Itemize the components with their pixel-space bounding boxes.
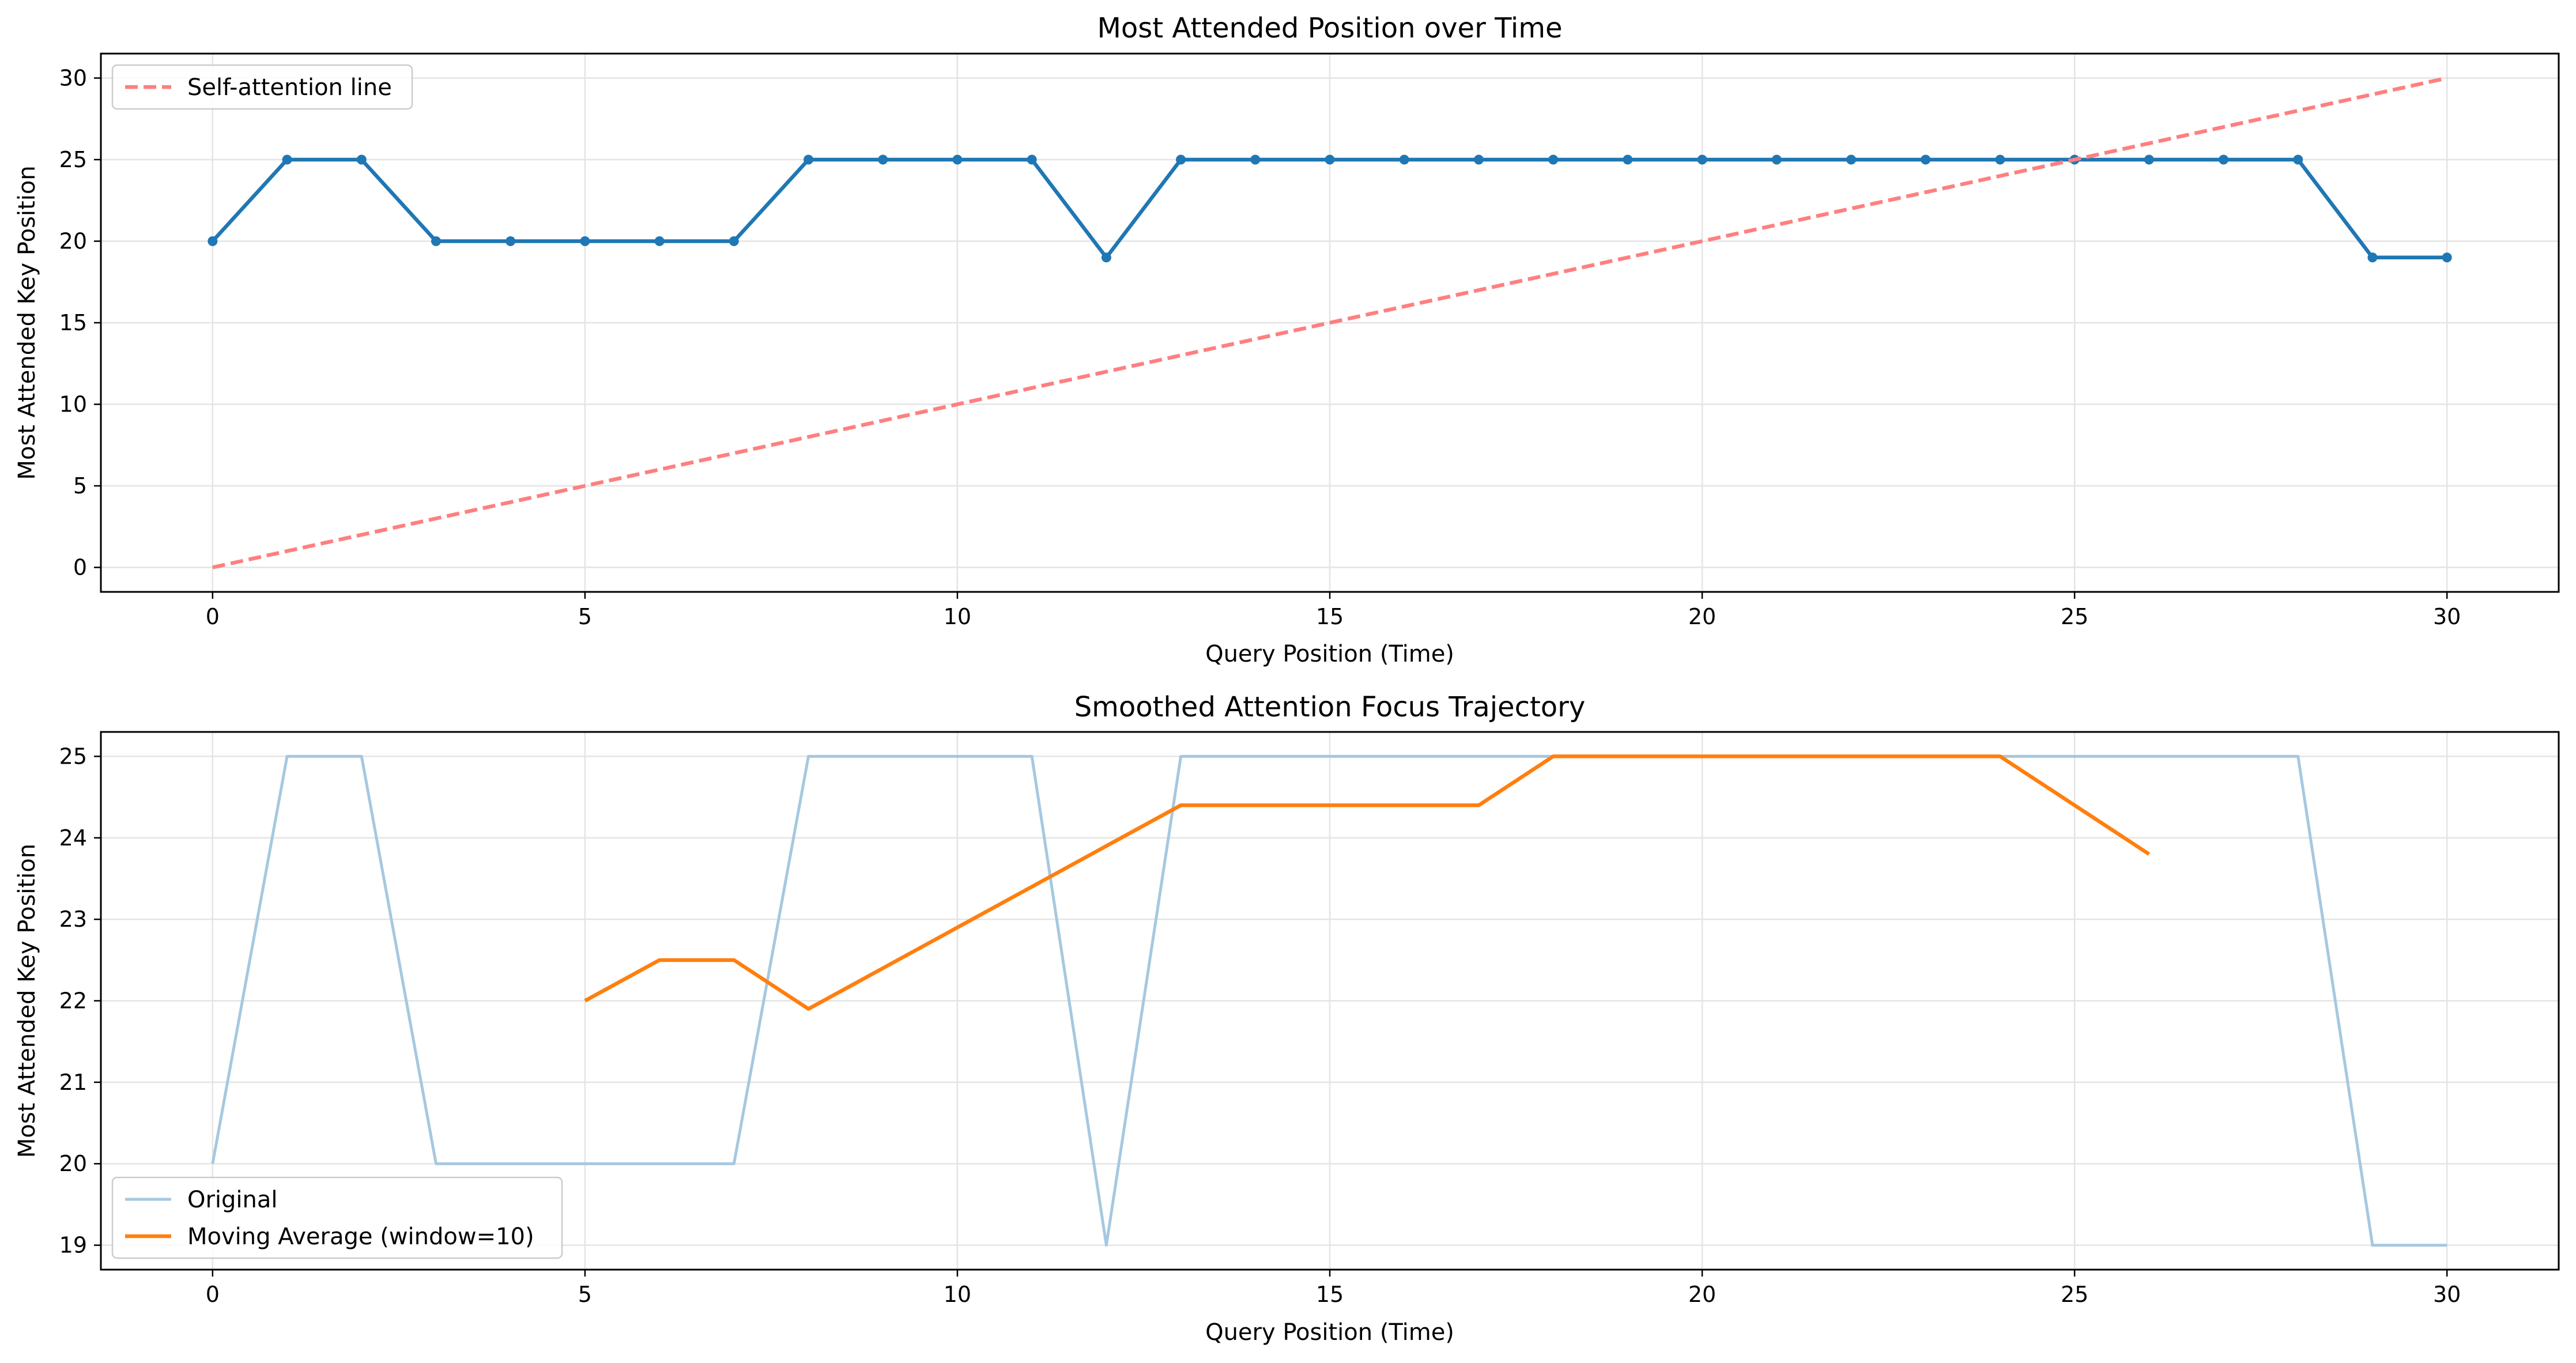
- data-point: [1771, 154, 1782, 165]
- legend-label: Moving Average (window=10): [187, 1224, 534, 1250]
- x-tick-label: 30: [2433, 1282, 2461, 1307]
- y-tick-label: 23: [59, 907, 87, 932]
- axes-frame: [100, 731, 2560, 1271]
- data-point: [1548, 154, 1559, 165]
- x-tick-label: 20: [1688, 604, 1716, 629]
- y-tick-label: 0: [73, 555, 87, 580]
- data-point: [729, 236, 739, 246]
- data-point: [2219, 154, 2229, 165]
- y-tick-label: 21: [59, 1070, 87, 1095]
- x-tick-label: 30: [2433, 604, 2461, 629]
- data-point: [1623, 154, 1633, 165]
- y-tick-label: 30: [59, 65, 87, 90]
- x-tick-label: 10: [944, 604, 971, 629]
- chart-title: Smoothed Attention Focus Trajectory: [1074, 691, 1586, 723]
- data-point: [208, 236, 218, 246]
- y-tick-label: 20: [59, 228, 87, 254]
- data-point: [1697, 154, 1707, 165]
- data-point: [1027, 154, 1037, 165]
- data-point: [878, 154, 888, 165]
- x-tick-label: 25: [2061, 604, 2088, 629]
- data-point: [431, 236, 441, 246]
- series-line-smoothed: [584, 754, 2151, 1011]
- data-point: [1176, 154, 1186, 165]
- y-tick-label: 22: [59, 988, 87, 1014]
- data-point: [580, 236, 590, 246]
- x-axis-label: Query Position (Time): [1205, 641, 1454, 667]
- data-point: [2367, 252, 2378, 263]
- legend: Self-attention line: [111, 64, 413, 110]
- legend-box: [111, 1176, 563, 1259]
- y-tick-label: 25: [59, 743, 87, 769]
- series-line-original: [211, 754, 2447, 1247]
- y-tick-label: 25: [59, 147, 87, 172]
- data-point: [2144, 154, 2154, 165]
- data-point: [1921, 154, 1931, 165]
- legend-box: [111, 64, 413, 110]
- legend: Original Moving Average (window=10): [111, 1176, 563, 1259]
- x-tick-label: 20: [1688, 1282, 1716, 1307]
- legend-label: Original: [187, 1187, 278, 1213]
- y-tick-label: 15: [59, 310, 87, 335]
- data-point: [282, 154, 292, 165]
- data-point: [654, 236, 665, 246]
- data-point: [1325, 154, 1335, 165]
- data-point: [804, 154, 814, 165]
- data-point: [1473, 154, 1484, 165]
- y-axis-label: Most Attended Key Position: [14, 165, 40, 479]
- y-tick-label: 5: [73, 473, 87, 499]
- x-tick-label: 5: [578, 604, 592, 629]
- data-point: [506, 236, 516, 246]
- x-tick-label: 25: [2061, 1282, 2088, 1307]
- data-point: [952, 154, 963, 165]
- data-point: [1846, 154, 1856, 165]
- data-point: [1399, 154, 1409, 165]
- x-tick-label: 0: [206, 604, 220, 629]
- series-line-self: [212, 76, 2447, 569]
- chart-1: 0 5 10 15 20 25 30 0 5 10 15 20 25 30 Most Attended Po…: [14, 12, 2560, 667]
- x-tick-label: 15: [1316, 1282, 1344, 1307]
- x-tick-label: 5: [578, 1282, 592, 1307]
- chart-title: Most Attended Position over Time: [1097, 12, 1562, 44]
- data-point: [1101, 252, 1111, 263]
- data-point: [1250, 154, 1261, 165]
- y-tick-label: 24: [59, 825, 87, 851]
- y-tick-label: 20: [59, 1151, 87, 1176]
- x-tick-label: 0: [206, 1282, 220, 1307]
- data-point: [2293, 154, 2303, 165]
- x-tick-label: 10: [944, 1282, 971, 1307]
- y-tick-label: 10: [59, 392, 87, 417]
- legend-label: Self-attention line: [187, 74, 392, 101]
- y-tick-label: 19: [59, 1233, 87, 1258]
- y-axis-label: Most Attended Key Position: [14, 844, 40, 1158]
- x-tick-label: 15: [1316, 604, 1344, 629]
- data-point: [356, 154, 367, 165]
- x-axis-label: Query Position (Time): [1205, 1319, 1454, 1346]
- data-point: [1995, 154, 2005, 165]
- axes-frame: [100, 52, 2560, 593]
- chart-2: 0 5 10 15 20 25 30 19 20 21 22 23 24 25 Smoothed Atten…: [14, 691, 2560, 1346]
- data-point: [2442, 252, 2452, 263]
